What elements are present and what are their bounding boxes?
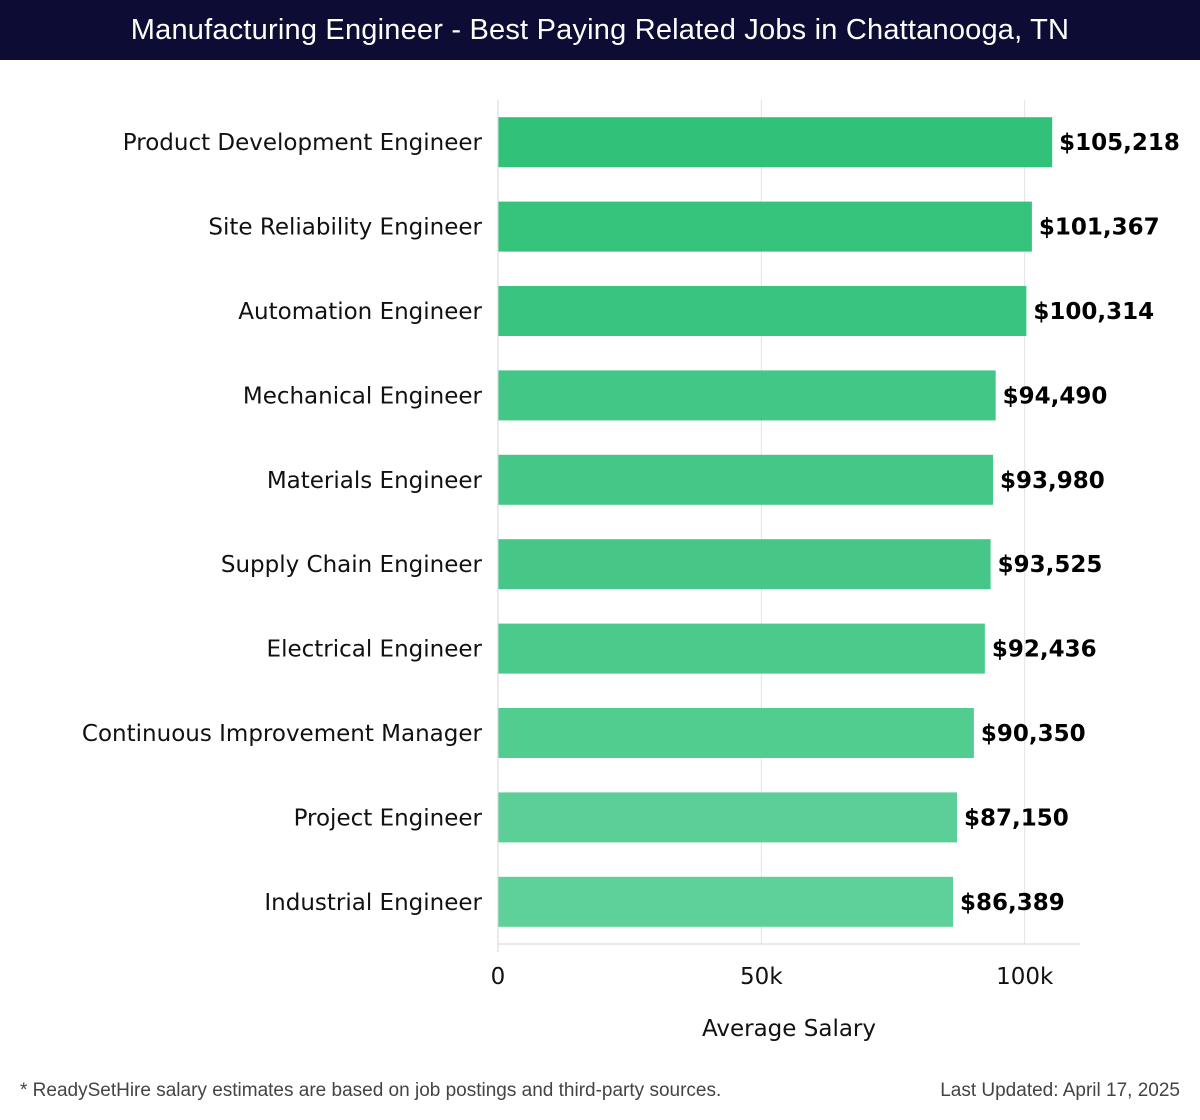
- value-label: $100,314: [1033, 299, 1154, 325]
- salary-bar-chart: Product Development Engineer $105,218 Site…: [82, 100, 1180, 1042]
- category-label: Continuous Improvement Manager: [82, 721, 483, 747]
- category-label: Mechanical Engineer: [243, 383, 483, 409]
- category-label: Supply Chain Engineer: [221, 552, 483, 578]
- category-label: Materials Engineer: [267, 468, 483, 494]
- category-label: Industrial Engineer: [264, 890, 482, 916]
- x-axis-label: Average Salary: [702, 1016, 876, 1042]
- value-label: $92,436: [992, 637, 1097, 663]
- value-label: $94,490: [1003, 383, 1108, 409]
- bar: [498, 370, 996, 421]
- category-label: Project Engineer: [294, 805, 483, 831]
- value-label: $93,980: [1000, 468, 1105, 494]
- value-label: $87,150: [964, 805, 1069, 831]
- bar: [498, 539, 991, 590]
- footnote: * ReadySetHire salary estimates are base…: [20, 1080, 722, 1101]
- category-label: Site Reliability Engineer: [208, 215, 482, 241]
- chart-title: Manufacturing Engineer - Best Paying Rel…: [130, 13, 1070, 46]
- bar: [498, 454, 993, 505]
- value-label: $86,389: [960, 890, 1065, 916]
- bar: [498, 708, 974, 758]
- value-label: $101,367: [1039, 215, 1160, 241]
- bar: [498, 201, 1032, 252]
- bar: [498, 117, 1053, 168]
- chart-title-bar: Manufacturing Engineer - Best Paying Rel…: [0, 0, 1200, 60]
- value-label: $90,350: [981, 721, 1086, 747]
- x-tick-label: 50k: [740, 964, 783, 990]
- value-label: $93,525: [998, 552, 1103, 578]
- category-label: Product Development Engineer: [123, 130, 483, 156]
- x-tick-label: 100k: [996, 964, 1054, 990]
- x-tick-label: 0: [491, 964, 506, 990]
- bar: [498, 876, 954, 927]
- bar: [498, 623, 985, 674]
- category-label: Automation Engineer: [238, 299, 482, 325]
- category-label: Electrical Engineer: [267, 637, 483, 663]
- last-updated: Last Updated: April 17, 2025: [940, 1080, 1180, 1101]
- bar: [498, 792, 958, 843]
- bar: [498, 286, 1027, 336]
- value-label: $105,218: [1059, 130, 1180, 156]
